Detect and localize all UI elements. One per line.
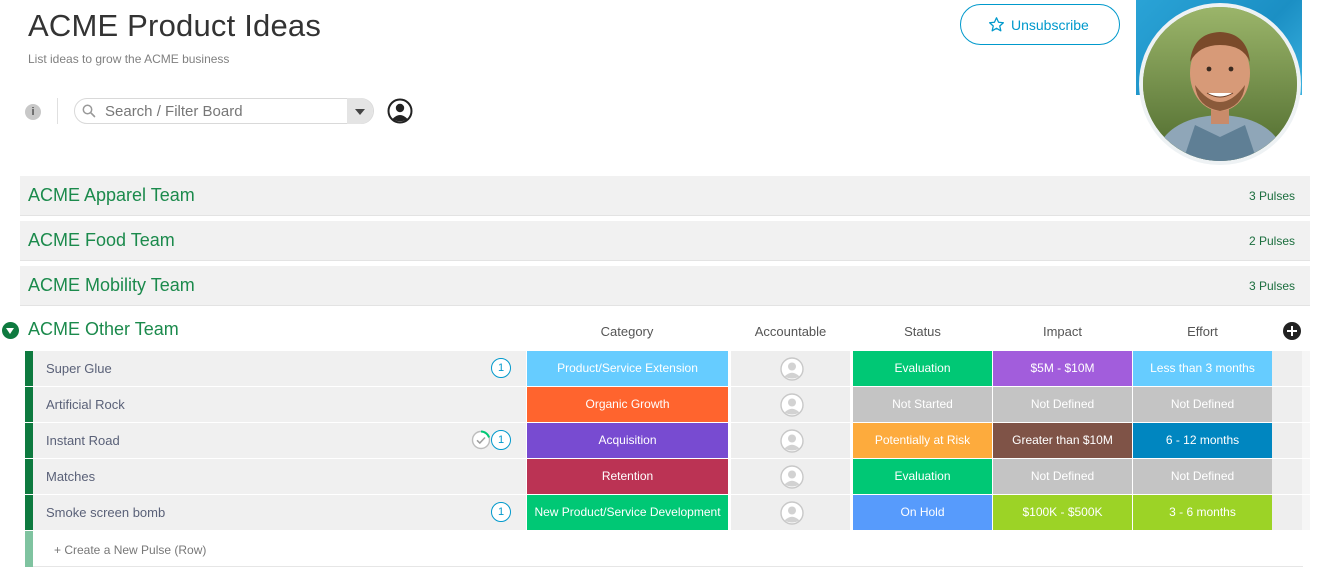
accountable-cell[interactable] — [731, 351, 850, 386]
row-name-cell[interactable]: Super Glue 1 — [33, 351, 526, 386]
board-description: List ideas to grow the ACME business — [28, 52, 230, 66]
person-placeholder-icon — [780, 393, 804, 422]
person-placeholder-icon — [780, 429, 804, 458]
group-pulse-count: 2 Pulses — [1248, 234, 1295, 248]
impact-cell[interactable]: $5M - $10M — [993, 351, 1132, 386]
row-trailing-cell — [1272, 459, 1302, 494]
column-header-status[interactable]: Status — [904, 324, 941, 339]
table-row[interactable]: Artificial Rock Organic Growth Not Start… — [25, 387, 1310, 422]
row-name-cell[interactable]: Smoke screen bomb 1 — [33, 495, 526, 530]
group-acme-mobility-team[interactable]: ACME Mobility Team 3 Pulses — [20, 266, 1310, 306]
accountable-cell[interactable] — [731, 459, 850, 494]
category-cell[interactable]: Retention — [527, 459, 728, 494]
row-edge — [1302, 423, 1310, 458]
accountable-cell[interactable] — [731, 423, 850, 458]
search-input[interactable] — [105, 102, 340, 120]
unsubscribe-button[interactable]: Unsubscribe — [960, 4, 1120, 45]
info-icon[interactable]: i — [25, 104, 41, 120]
board-title: ACME Product Ideas — [28, 8, 322, 43]
effort-cell[interactable]: 3 - 6 months — [1133, 495, 1272, 530]
effort-cell[interactable]: 6 - 12 months — [1133, 423, 1272, 458]
effort-cell[interactable]: Less than 3 months — [1133, 351, 1272, 386]
row-edge — [1302, 459, 1310, 494]
search-icon — [82, 104, 96, 123]
search-filter-box — [74, 98, 374, 124]
board-owner-avatar[interactable] — [1136, 0, 1302, 170]
row-trailing-cell — [1272, 387, 1302, 422]
accountable-cell[interactable] — [731, 495, 850, 530]
row-color-stripe — [25, 495, 33, 530]
group-title-acme-other-team[interactable]: ACME Other Team — [28, 319, 179, 339]
row-trailing-cell — [1272, 495, 1302, 530]
filter-dropdown-chevron-icon[interactable] — [347, 98, 373, 124]
row-name-cell[interactable]: Matches — [33, 459, 526, 494]
row-name-cell[interactable]: Instant Road 1 — [33, 423, 526, 458]
row-name[interactable]: Artificial Rock — [46, 397, 125, 412]
group-title[interactable]: ACME Mobility Team — [28, 275, 195, 295]
category-cell[interactable]: Product/Service Extension — [527, 351, 728, 386]
create-new-pulse-label[interactable]: + Create a New Pulse (Row) — [54, 543, 207, 557]
group-title[interactable]: ACME Apparel Team — [28, 185, 195, 205]
table-row[interactable]: Super Glue 1 Product/Service Extension E… — [25, 351, 1310, 386]
impact-cell[interactable]: Not Defined — [993, 459, 1132, 494]
category-cell[interactable]: Acquisition — [527, 423, 728, 458]
table-row[interactable]: Instant Road 1 Acquisition Potentially a… — [25, 423, 1310, 458]
row-name[interactable]: Smoke screen bomb — [46, 505, 166, 520]
group-acme-food-team[interactable]: ACME Food Team 2 Pulses — [20, 221, 1310, 261]
add-column-icon[interactable] — [1283, 322, 1301, 340]
updates-count-badge[interactable]: 1 — [491, 502, 511, 522]
effort-cell[interactable]: Not Defined — [1133, 387, 1272, 422]
row-trailing-cell — [1272, 423, 1302, 458]
table-row[interactable]: Smoke screen bomb 1 New Product/Service … — [25, 495, 1310, 530]
row-trailing-cell — [1272, 351, 1302, 386]
group-pulse-count: 3 Pulses — [1248, 279, 1295, 293]
create-new-pulse-row[interactable]: + Create a New Pulse (Row) — [25, 531, 1303, 567]
impact-cell[interactable]: Greater than $10M — [993, 423, 1132, 458]
impact-cell[interactable]: $100K - $500K — [993, 495, 1132, 530]
group-title[interactable]: ACME Food Team — [28, 230, 175, 250]
category-cell[interactable]: New Product/Service Development — [527, 495, 728, 530]
column-header-category[interactable]: Category — [600, 324, 654, 339]
status-cell[interactable]: Evaluation — [853, 351, 992, 386]
avatar-photo — [1139, 3, 1301, 165]
effort-cell[interactable]: Not Defined — [1133, 459, 1272, 494]
unsubscribe-label: Unsubscribe — [1011, 17, 1089, 33]
person-placeholder-icon — [780, 357, 804, 386]
group-acme-apparel-team[interactable]: ACME Apparel Team 3 Pulses — [20, 176, 1310, 216]
updates-count-badge[interactable]: 1 — [491, 358, 511, 378]
row-color-stripe — [25, 423, 33, 458]
accountable-cell[interactable] — [731, 387, 850, 422]
status-cell[interactable]: On Hold — [853, 495, 992, 530]
status-cell[interactable]: Potentially at Risk — [853, 423, 992, 458]
status-cell[interactable]: Evaluation — [853, 459, 992, 494]
progress-check-icon[interactable] — [471, 430, 491, 450]
row-name[interactable]: Super Glue — [46, 361, 112, 376]
row-color-stripe — [25, 351, 33, 386]
row-color-stripe — [25, 387, 33, 422]
row-name-cell[interactable]: Artificial Rock — [33, 387, 526, 422]
toolbar-divider — [57, 98, 58, 124]
row-name[interactable]: Instant Road — [46, 433, 120, 448]
person-placeholder-icon — [780, 501, 804, 530]
collapse-group-icon[interactable] — [2, 322, 19, 339]
status-cell[interactable]: Not Started — [853, 387, 992, 422]
impact-cell[interactable]: Not Defined — [993, 387, 1132, 422]
column-header-effort[interactable]: Effort — [1187, 324, 1218, 339]
updates-count-badge[interactable]: 1 — [491, 430, 511, 450]
person-filter-icon[interactable] — [387, 98, 413, 124]
table-row[interactable]: Matches Retention Evaluation Not Defined… — [25, 459, 1310, 494]
row-name[interactable]: Matches — [46, 469, 96, 484]
star-icon — [988, 16, 1005, 36]
column-header-impact[interactable]: Impact — [1042, 324, 1082, 339]
row-edge — [1302, 387, 1310, 422]
row-color-stripe — [25, 459, 33, 494]
group-pulse-count: 3 Pulses — [1248, 189, 1295, 203]
row-color-stripe — [25, 531, 33, 567]
row-edge — [1302, 351, 1310, 386]
column-header-accountable[interactable]: Accountable — [754, 324, 827, 339]
row-edge — [1302, 495, 1310, 530]
category-cell[interactable]: Organic Growth — [527, 387, 728, 422]
person-placeholder-icon — [780, 465, 804, 494]
